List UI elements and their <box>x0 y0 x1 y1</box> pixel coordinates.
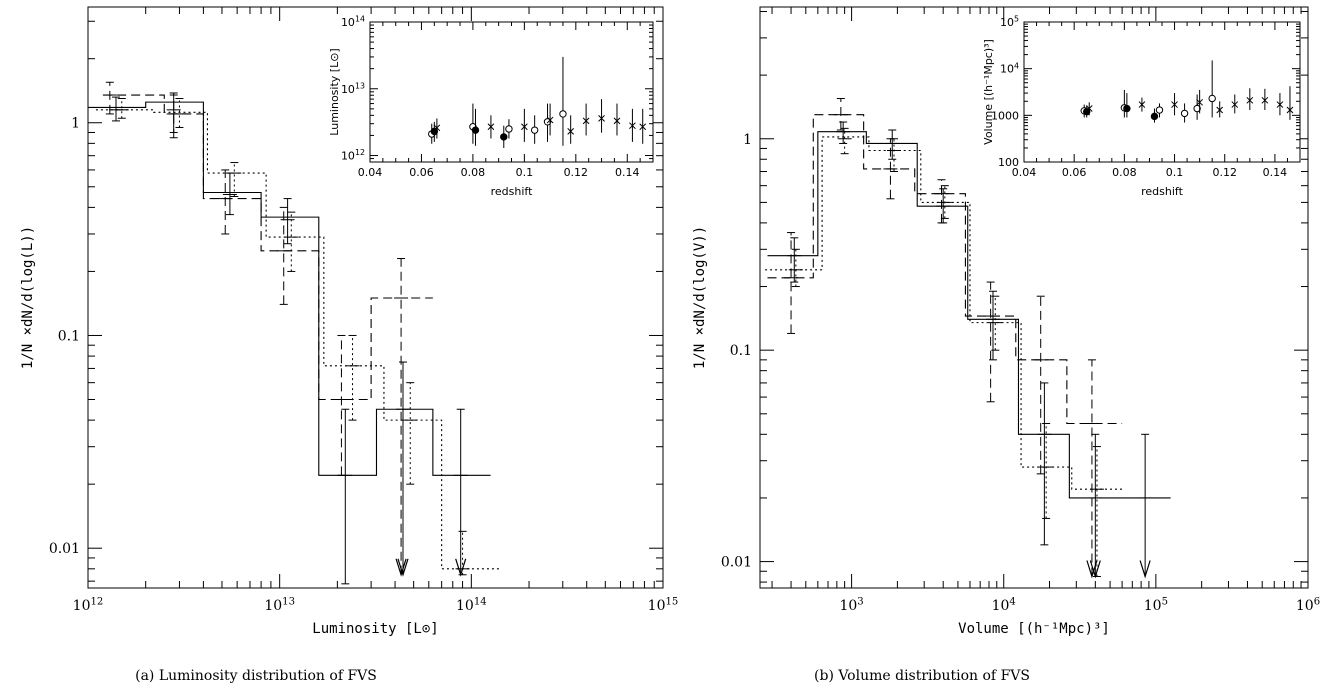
inset-point-open <box>505 125 513 133</box>
inset-point-filled <box>1150 112 1159 121</box>
series-step-dotted <box>765 136 1125 490</box>
inset-point-open <box>559 110 567 118</box>
x-tick-label: 1013 <box>264 596 295 614</box>
inset-point-cross <box>567 128 575 135</box>
x-tick-label: 103 <box>839 596 863 614</box>
upper-limit-arrow <box>1139 560 1151 579</box>
inset-point-open <box>1208 94 1216 103</box>
inset-x-tick-label: 0.1 <box>516 166 534 179</box>
x-tick-label: 104 <box>992 596 1016 614</box>
x-tick-label: 1014 <box>456 596 487 614</box>
y-tick-label: 1 <box>71 116 80 132</box>
inset-point-cross <box>433 124 441 132</box>
y-tick-label: 0.1 <box>730 343 752 359</box>
inset-point-cross <box>639 123 647 131</box>
inset-point-open <box>530 126 539 134</box>
inset-point-cross <box>1216 106 1224 114</box>
inset-point-cross <box>1231 101 1239 108</box>
inset-point-filled <box>471 126 480 134</box>
inset-point-cross <box>521 123 528 131</box>
chart-panel-b: 103 104 105 106 0.01 0.1 1 Volume [(h⁻¹Mpc)³] 1/… <box>692 6 1320 684</box>
y-tick-label: 1 <box>743 132 752 148</box>
inset-point-cross <box>1286 106 1294 114</box>
data-layer <box>88 81 500 585</box>
series-step-solid <box>767 131 1171 499</box>
inset-point-filled <box>500 133 508 141</box>
inset-x-tick-label: 0.08 <box>1112 166 1137 179</box>
y-tick-label: 0.1 <box>58 328 80 344</box>
figure-caption: (a) Luminosity distribution of FVS <box>135 668 377 684</box>
inset-x-tick-label: 0.1 <box>1166 166 1184 179</box>
y-tick-label: 0.01 <box>49 541 80 557</box>
inset-point-cross <box>629 122 636 130</box>
inset-point-cross <box>1246 96 1254 104</box>
inset-x-tick-label: 0.06 <box>1062 166 1087 179</box>
inset-point-cross <box>1196 98 1203 106</box>
y-axis-label: 1/N ×dN/d(log(L)) <box>20 226 36 369</box>
inset-point-filled <box>430 127 439 136</box>
plot-frame <box>759 6 1309 589</box>
inset-frame <box>1023 21 1301 163</box>
x-tick-label: 1015 <box>648 596 679 614</box>
inset-x-tick-label: 0.06 <box>409 166 434 179</box>
plot-frame <box>87 6 664 589</box>
x-tick-label: 106 <box>1296 596 1320 614</box>
inset-panel: 0.04 0.06 0.08 0.1 0.12 0.14 100 1000 104 105 reds… <box>982 15 1301 198</box>
inset-y-tick-label: 1013 <box>341 81 365 95</box>
series-step-solid <box>88 101 491 476</box>
upper-limit-arrow <box>1086 560 1098 579</box>
y-axis-label: 1/N ×dN/d(log(V)) <box>692 226 708 369</box>
data-layer <box>765 98 1171 579</box>
figure-caption: (b) Volume distribution of FVS <box>814 668 1030 684</box>
inset-x-tick-label: 0.08 <box>461 166 486 179</box>
inset-point-cross <box>1276 101 1284 108</box>
series-step-dashed <box>103 94 433 401</box>
inset-x-tick-label: 0.04 <box>1012 166 1037 179</box>
inset-y-tick-label: 1014 <box>341 15 365 29</box>
inset-point-open <box>1180 109 1189 118</box>
inset-point-cross <box>1085 105 1093 112</box>
inset-point-open <box>543 118 552 126</box>
x-axis-label: Volume [(h⁻¹Mpc)³] <box>958 621 1110 637</box>
inset-y-tick-label: 100 <box>998 156 1019 169</box>
inset-x-axis-label: redshift <box>1141 185 1183 198</box>
inset-panel: 0.04 0.06 0.08 0.1 0.12 0.14 1012 1013 1014 redsh… <box>328 15 654 198</box>
y-tick-label: 0.01 <box>721 555 752 571</box>
inset-y-tick-label: 105 <box>1000 15 1019 29</box>
series-step-dotted <box>95 109 500 570</box>
inset-frame <box>369 21 654 163</box>
inset-point-cross <box>598 115 605 122</box>
inset-x-axis-label: redshift <box>491 185 533 198</box>
inset-y-tick-label: 1012 <box>341 148 365 162</box>
inset-point-cross <box>546 116 554 124</box>
inset-y-tick-label: 104 <box>1000 61 1019 75</box>
inset-y-tick-label: 1000 <box>991 109 1019 122</box>
inset-point-open <box>1155 106 1164 114</box>
x-tick-label: 105 <box>1144 596 1168 614</box>
inset-point-cross <box>1261 96 1269 104</box>
inset-y-axis-label: Luminosity [L⊙] <box>328 48 341 135</box>
inset-x-tick-label: 0.04 <box>358 166 383 179</box>
inset-x-tick-label: 0.12 <box>1212 166 1237 179</box>
upper-limit-arrow <box>395 558 407 577</box>
upper-limit-arrow <box>397 558 409 577</box>
inset-point-cross <box>1138 101 1146 108</box>
inset-x-tick-label: 0.12 <box>564 166 589 179</box>
x-axis-label: Luminosity [L⊙] <box>312 621 438 637</box>
x-tick-label: 1012 <box>73 596 104 614</box>
inset-x-tick-label: 0.14 <box>1263 166 1288 179</box>
inset-x-tick-label: 0.14 <box>615 166 640 179</box>
inset-point-cross <box>613 117 621 125</box>
inset-point-cross <box>487 123 495 131</box>
inset-point-cross <box>582 117 590 125</box>
inset-point-filled <box>1123 104 1131 113</box>
inset-y-axis-label: Volume [(h⁻¹Mpc)³] <box>982 39 995 145</box>
inset-point-cross <box>1171 101 1178 108</box>
